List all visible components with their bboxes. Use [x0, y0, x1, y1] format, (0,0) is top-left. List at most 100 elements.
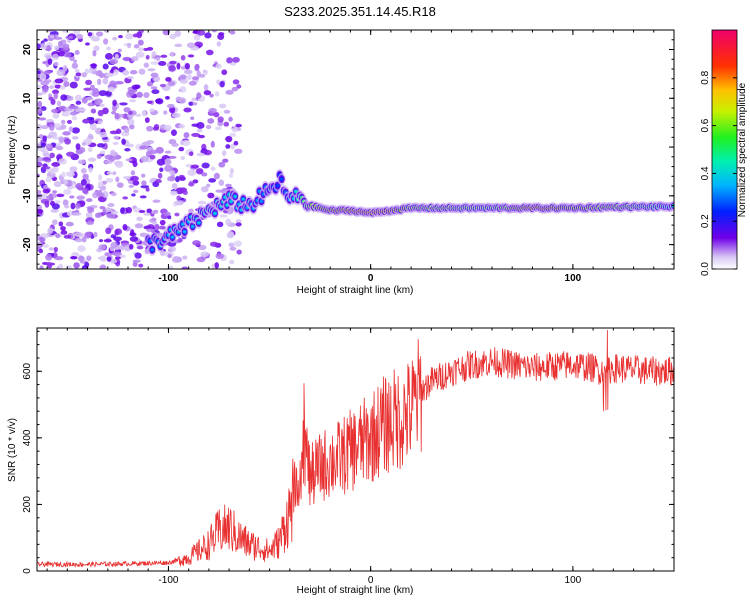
x-tick-label: -100	[158, 273, 178, 284]
noise-blob	[138, 47, 144, 52]
noise-blob	[128, 89, 135, 96]
noise-blob	[130, 229, 135, 236]
noise-blob	[102, 63, 109, 70]
y-tick-label: 200	[22, 496, 33, 513]
noise-blob	[147, 68, 156, 72]
noise-blob	[168, 265, 174, 269]
noise-blob	[176, 62, 181, 70]
noise-blob	[183, 69, 193, 75]
noise-blob	[54, 84, 62, 89]
noise-blob	[64, 204, 70, 209]
noise-blob	[190, 164, 200, 169]
top-y-axis-label: Frequency (Hz)	[7, 116, 18, 185]
noise-blob	[77, 159, 86, 165]
noise-blob	[152, 199, 161, 203]
noise-blob	[170, 129, 177, 136]
noise-blob	[39, 265, 44, 269]
noise-blob	[178, 146, 185, 152]
noise-blob	[72, 212, 82, 216]
noise-blob	[37, 92, 44, 96]
noise-blob	[37, 43, 41, 50]
noise-blob	[201, 172, 208, 177]
noise-blob	[128, 111, 133, 115]
noise-blob	[123, 107, 131, 113]
noise-blob	[94, 101, 101, 106]
noise-blob	[99, 264, 107, 269]
noise-blob	[165, 77, 172, 82]
noise-blob	[52, 190, 58, 194]
noise-blob	[97, 70, 103, 75]
noise-blob	[128, 184, 134, 189]
noise-blob	[188, 80, 197, 86]
noise-blob	[46, 195, 54, 201]
noise-blob	[192, 102, 198, 106]
noise-blob	[42, 192, 48, 199]
noise-blob	[155, 56, 161, 62]
noise-blob	[165, 96, 170, 100]
noise-blob	[196, 92, 202, 99]
ridge-core	[213, 212, 217, 215]
noise-blob	[146, 81, 154, 87]
noise-blob	[52, 89, 60, 95]
noise-blob	[112, 251, 122, 257]
noise-blob	[99, 206, 106, 210]
ridge-core	[150, 248, 154, 252]
noise-blob	[60, 94, 68, 101]
noise-blob	[49, 124, 55, 131]
noise-blob	[42, 156, 52, 161]
noise-blob	[75, 143, 81, 150]
noise-blob	[47, 227, 54, 235]
noise-blob	[157, 172, 163, 179]
noise-blob	[114, 256, 121, 260]
noise-blob	[134, 252, 142, 259]
noise-blob	[62, 65, 68, 72]
noise-blob	[179, 74, 187, 80]
top-x-axis-label: Height of straight line (km)	[297, 285, 414, 296]
noise-blob	[168, 65, 176, 72]
ridge-core	[241, 197, 245, 201]
noise-blob	[96, 153, 102, 159]
noise-blob	[56, 69, 66, 77]
noise-blob	[127, 42, 132, 49]
noise-blob	[209, 241, 218, 247]
noise-blob	[105, 177, 114, 183]
noise-blob	[218, 32, 225, 36]
noise-blob	[132, 180, 140, 186]
noise-blob	[182, 255, 188, 260]
ridge-core	[197, 221, 201, 225]
noise-blob	[106, 256, 112, 262]
noise-blob	[155, 178, 162, 184]
noise-blob	[217, 116, 224, 123]
y-tick-label: 10	[22, 92, 33, 104]
noise-blob	[192, 179, 199, 184]
noise-blob	[221, 150, 227, 157]
noise-blob	[102, 77, 109, 85]
noise-blob	[46, 261, 52, 269]
noise-blob	[95, 192, 105, 197]
noise-blob	[229, 259, 235, 265]
noise-blob	[169, 170, 176, 175]
noise-blob	[37, 117, 47, 121]
noise-blob	[184, 62, 190, 70]
x-tick-label: 100	[565, 575, 582, 586]
noise-blob	[51, 203, 60, 210]
colorbar-tick-label: 0.4	[700, 166, 711, 180]
noise-blob	[194, 64, 200, 72]
noise-blob	[122, 223, 128, 231]
noise-blob	[86, 198, 93, 203]
noise-blob	[180, 55, 186, 61]
noise-blob	[56, 100, 62, 107]
noise-blob	[77, 245, 86, 252]
noise-blob	[37, 100, 43, 108]
noise-blob	[73, 30, 81, 35]
noise-blob	[96, 78, 102, 86]
noise-blob	[42, 188, 51, 194]
noise-blob	[75, 33, 84, 40]
noise-blob	[138, 263, 144, 268]
noise-blob	[143, 212, 152, 216]
noise-blob	[51, 162, 61, 167]
noise-blob	[66, 171, 75, 177]
noise-blob	[58, 263, 64, 269]
noise-blob	[69, 166, 78, 172]
bottom-plot-frame	[36, 327, 675, 572]
